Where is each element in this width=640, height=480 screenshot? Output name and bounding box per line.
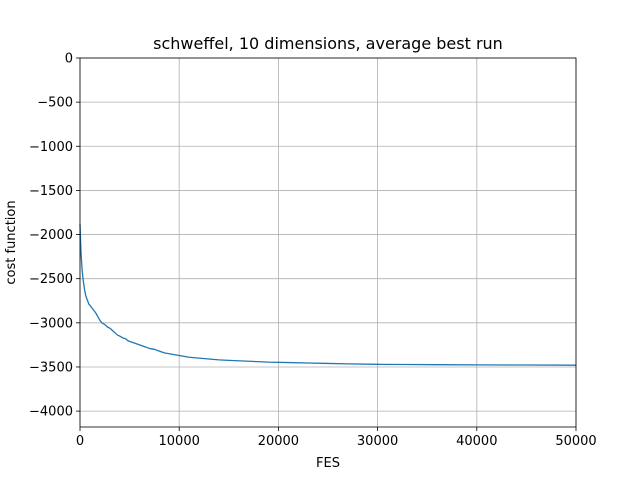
series-layer <box>79 223 577 366</box>
chart-title: schweffel, 10 dimensions, average best r… <box>153 34 503 53</box>
y-tick-label: 0 <box>65 52 73 67</box>
x-tick-label: 50000 <box>555 434 596 449</box>
x-tick-label: 10000 <box>159 434 200 449</box>
y-tick-label: −3500 <box>29 360 73 375</box>
x-tick-label: 0 <box>76 434 84 449</box>
x-axis: 0 10000 20000 30000 40000 50000 <box>76 427 597 449</box>
x-axis-title: FES <box>316 456 340 471</box>
y-tick-label: −1000 <box>29 140 73 155</box>
y-tick-label: −2500 <box>29 272 73 287</box>
x-tick-label: 40000 <box>456 434 497 449</box>
y-tick-label: −3000 <box>29 316 73 331</box>
y-tick-label: −2000 <box>29 228 73 243</box>
x-tick-label: 20000 <box>258 434 299 449</box>
plot-frame <box>79 57 577 428</box>
x-tick-label: 30000 <box>357 434 398 449</box>
series-line <box>79 223 577 366</box>
y-tick-label: −500 <box>37 96 73 111</box>
y-axis-title: cost function <box>4 200 19 284</box>
y-axis: 0 −500 −1000 −1500 −2000 −2500 −3000 −3500 −4000 <box>29 52 80 420</box>
y-tick-label: −4000 <box>29 405 73 420</box>
y-tick-label: −1500 <box>29 184 73 199</box>
